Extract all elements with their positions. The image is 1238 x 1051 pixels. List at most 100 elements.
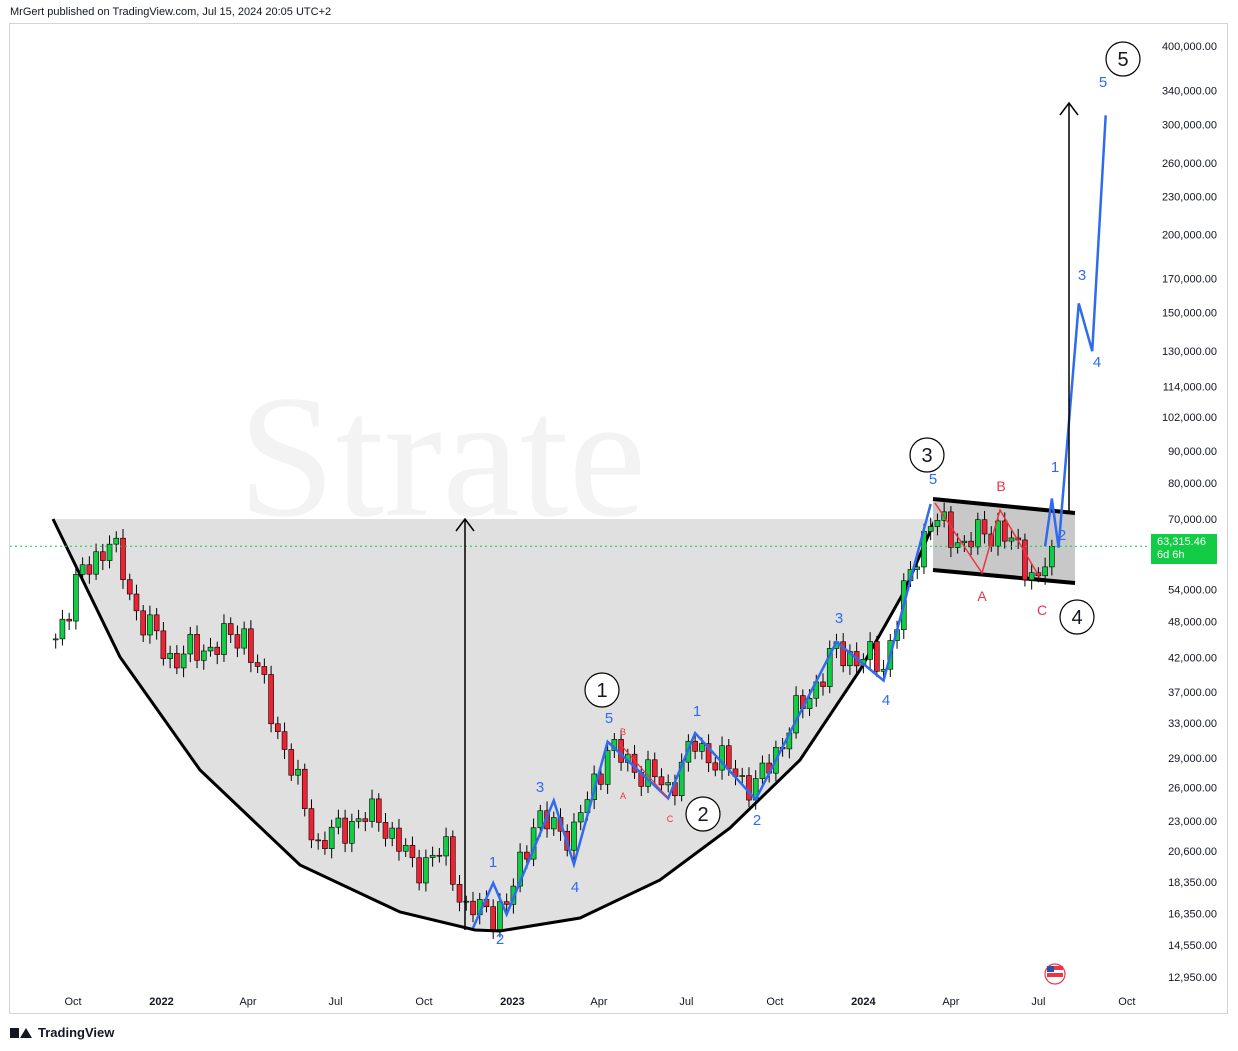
flag-icon-stripe (1047, 973, 1063, 977)
correction-path-1 (619, 743, 669, 799)
candle-body (275, 723, 281, 732)
correction-wave-label: A (977, 588, 987, 604)
candle-body (658, 776, 665, 786)
y-axis-tick-label: 16,350.00 (1168, 909, 1217, 921)
x-axis-tick-label: Jul (1031, 996, 1045, 1008)
candle-body (759, 762, 766, 779)
candle-body (719, 745, 725, 771)
publish-attribution: MrGert published on TradingView.com, Jul… (10, 6, 332, 18)
candle-body (537, 810, 544, 829)
x-axis-tick-label: Apr (590, 996, 607, 1008)
correction-wave-label: C (667, 814, 674, 824)
primary-wave-label: 4 (1071, 607, 1082, 629)
minor-wave-label: 4 (571, 879, 579, 896)
x-axis-tick-label: 2024 (851, 996, 876, 1008)
candle-body (517, 851, 523, 887)
candle-body (133, 593, 140, 612)
cup-fill (53, 519, 935, 931)
candle-body (234, 634, 241, 649)
y-axis-tick-label: 20,600.00 (1168, 846, 1217, 858)
candle-body (52, 638, 59, 641)
candle-body (79, 564, 86, 575)
candle-body (416, 857, 422, 884)
candle-body (355, 818, 362, 822)
primary-wave-circle (909, 437, 945, 473)
candle-body (147, 614, 153, 636)
primary-wave-circle (1105, 41, 1141, 77)
x-axis-tick-label: Oct (64, 996, 81, 1008)
y-axis-tick-label: 48,000.00 (1168, 616, 1217, 628)
candle-body (503, 901, 510, 905)
candle-body (281, 731, 288, 750)
candle-body (1022, 539, 1028, 581)
candle-body (874, 641, 880, 672)
candle-body (678, 761, 685, 797)
target-arrow-head (1059, 101, 1079, 116)
candle-body (73, 574, 79, 622)
minor-wave-label: 1 (1051, 459, 1059, 476)
candle-body (463, 900, 470, 903)
minor-wave-label: 1 (489, 854, 497, 871)
candle-body (382, 822, 389, 839)
tradingview-logo-icon (10, 1026, 32, 1040)
minor-wave-label: 5 (1099, 74, 1107, 91)
wave-path (471, 503, 932, 929)
candle-body (153, 614, 160, 632)
minor-wave-label: 3 (1078, 267, 1086, 284)
us-flag-icon (1044, 963, 1066, 985)
y-axis-tick-label: 70,000.00 (1168, 514, 1217, 526)
candle-body (241, 628, 247, 649)
candle-body (248, 628, 254, 663)
x-axis-tick-label: Oct (415, 996, 432, 1008)
minor-wave-label: 3 (835, 610, 843, 627)
candle-body (820, 681, 826, 687)
y-axis-tick-label: 23,000.00 (1168, 816, 1217, 828)
candle-body (961, 540, 968, 544)
candle-body (577, 812, 584, 823)
candle-body (954, 542, 961, 548)
minor-wave-label: 5 (929, 471, 937, 488)
candle-body (207, 646, 214, 652)
candle-body (705, 743, 712, 764)
candle-body (450, 836, 456, 885)
candle-body (840, 641, 846, 667)
candle-body (826, 648, 833, 687)
primary-wave-label: 5 (1117, 49, 1128, 71)
y-axis-tick-label: 230,000.00 (1162, 191, 1217, 203)
y-axis-tick-label: 29,000.00 (1168, 753, 1217, 765)
candle-body (470, 900, 476, 916)
candle-body (214, 646, 221, 655)
bar-countdown: 6d 6h (1157, 549, 1185, 561)
candle-body (1028, 572, 1035, 581)
minor-wave-label: 5 (605, 710, 613, 727)
depth-arrow-head (455, 517, 475, 532)
candle-body (725, 745, 732, 770)
candle-body (295, 768, 301, 776)
minor-wave-label: 4 (882, 692, 890, 709)
cup-curve (51, 518, 937, 933)
candle-body (746, 775, 752, 801)
y-axis-tick-label: 170,000.00 (1162, 273, 1217, 285)
y-axis-tick-label: 26,000.00 (1168, 783, 1217, 795)
y-axis-tick-label: 400,000.00 (1162, 41, 1217, 53)
footer-brand: TradingView (38, 1025, 115, 1040)
candle-body (106, 543, 113, 561)
minor-wave-label: 3 (536, 779, 544, 796)
y-axis-tick-label: 114,000.00 (1163, 382, 1217, 394)
candle-body (375, 798, 382, 823)
y-axis-tick-label: 80,000.00 (1168, 478, 1217, 490)
candle-body (288, 749, 295, 776)
minor-wave-label: 2 (496, 931, 504, 948)
candle-body (120, 537, 126, 580)
candle-body (524, 851, 530, 860)
candle-body (975, 519, 981, 548)
x-axis-tick-label: 2023 (500, 996, 524, 1008)
candle-body (665, 782, 671, 786)
candle-body (100, 551, 106, 561)
x-axis-tick-label: Apr (239, 996, 256, 1008)
last-price-tag: 63,315.46 6d 6h (1151, 534, 1217, 564)
footer: TradingView (10, 1025, 114, 1040)
y-axis-tick-label: 340,000.00 (1162, 85, 1217, 97)
flag-icon-canton (1047, 966, 1054, 972)
